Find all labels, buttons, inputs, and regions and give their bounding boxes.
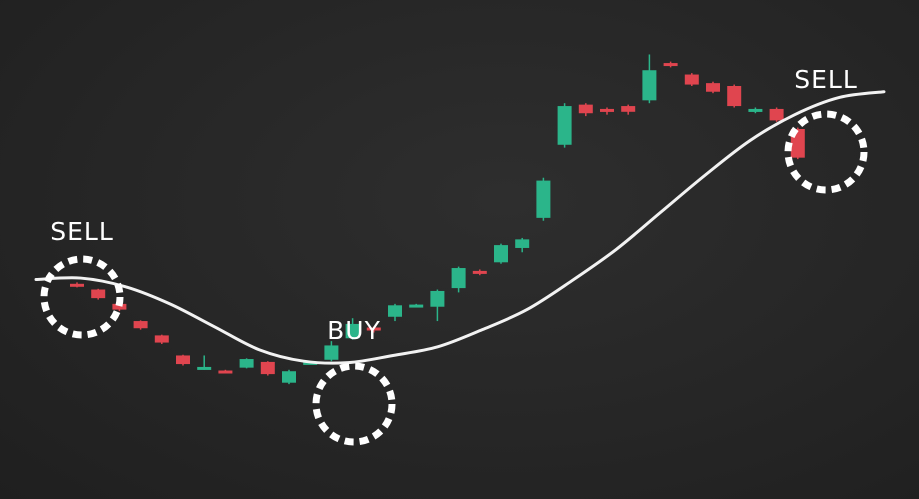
candle bbox=[621, 104, 636, 115]
candle-body bbox=[515, 239, 530, 248]
candle bbox=[260, 361, 275, 376]
candle bbox=[239, 358, 254, 369]
candle-body bbox=[70, 283, 84, 287]
candle-body bbox=[260, 361, 275, 375]
candle bbox=[430, 289, 445, 322]
candle bbox=[663, 61, 678, 68]
candle bbox=[218, 369, 233, 374]
candle-body bbox=[430, 290, 445, 307]
candle bbox=[388, 303, 402, 322]
candle-body bbox=[388, 305, 402, 317]
candle-body bbox=[239, 359, 254, 368]
candle-body bbox=[197, 366, 212, 370]
candle bbox=[536, 177, 551, 221]
candle bbox=[451, 266, 466, 293]
signal-marker-buy: BUY bbox=[312, 316, 396, 446]
candle-body bbox=[112, 303, 127, 310]
candle bbox=[557, 103, 572, 148]
signal-ring bbox=[784, 110, 868, 194]
candle bbox=[578, 103, 593, 117]
candle bbox=[345, 318, 360, 340]
candles-layer bbox=[70, 54, 805, 385]
trend-curve bbox=[34, 90, 886, 365]
candle bbox=[366, 326, 381, 333]
candle-body bbox=[494, 245, 508, 263]
candle bbox=[324, 341, 339, 362]
candle-body bbox=[472, 270, 487, 274]
candle-body bbox=[409, 304, 424, 308]
signal-label: SELL bbox=[50, 217, 114, 246]
candle-body bbox=[451, 268, 466, 289]
candle-body bbox=[748, 108, 763, 112]
candle bbox=[600, 107, 614, 115]
candle-body bbox=[769, 108, 784, 121]
signal-marker-sell: SELL bbox=[40, 217, 124, 339]
signal-ring bbox=[40, 255, 124, 339]
candle bbox=[154, 334, 169, 344]
candle bbox=[472, 269, 487, 276]
candle bbox=[91, 288, 106, 300]
signal-label: BUY bbox=[327, 316, 381, 345]
candle-body bbox=[133, 321, 148, 329]
candle bbox=[748, 107, 763, 114]
candle-body bbox=[154, 335, 169, 343]
candle-body bbox=[663, 63, 678, 67]
candle-body bbox=[345, 323, 360, 339]
candle bbox=[706, 81, 720, 94]
candle-body bbox=[324, 345, 339, 360]
candle-body bbox=[176, 355, 190, 365]
candle bbox=[642, 54, 657, 104]
candle bbox=[70, 282, 84, 288]
candle bbox=[769, 107, 784, 122]
candle bbox=[282, 369, 296, 385]
candle-body bbox=[578, 104, 593, 114]
candle bbox=[515, 237, 530, 253]
candle-body bbox=[600, 108, 614, 112]
candle bbox=[684, 73, 699, 86]
candle-body bbox=[727, 86, 742, 107]
candle bbox=[133, 320, 148, 330]
candle-body bbox=[218, 370, 233, 374]
candle bbox=[409, 303, 424, 308]
candle-body bbox=[557, 106, 572, 145]
candle-body bbox=[706, 83, 720, 92]
signal-ring bbox=[312, 362, 396, 446]
candle-body bbox=[536, 180, 551, 218]
candle bbox=[197, 355, 212, 370]
signal-label: SELL bbox=[794, 65, 858, 94]
candle-body bbox=[91, 289, 106, 299]
candle bbox=[176, 354, 190, 366]
candle-body bbox=[621, 106, 636, 112]
candle-body bbox=[684, 74, 699, 85]
signal-marker-sell: SELL bbox=[784, 65, 868, 194]
candle bbox=[494, 243, 508, 264]
candle-body bbox=[642, 70, 657, 101]
candle-body bbox=[282, 371, 296, 383]
signals-layer: SELL BUY SELL bbox=[40, 65, 868, 446]
candle bbox=[727, 84, 742, 108]
candle-body bbox=[366, 327, 381, 331]
